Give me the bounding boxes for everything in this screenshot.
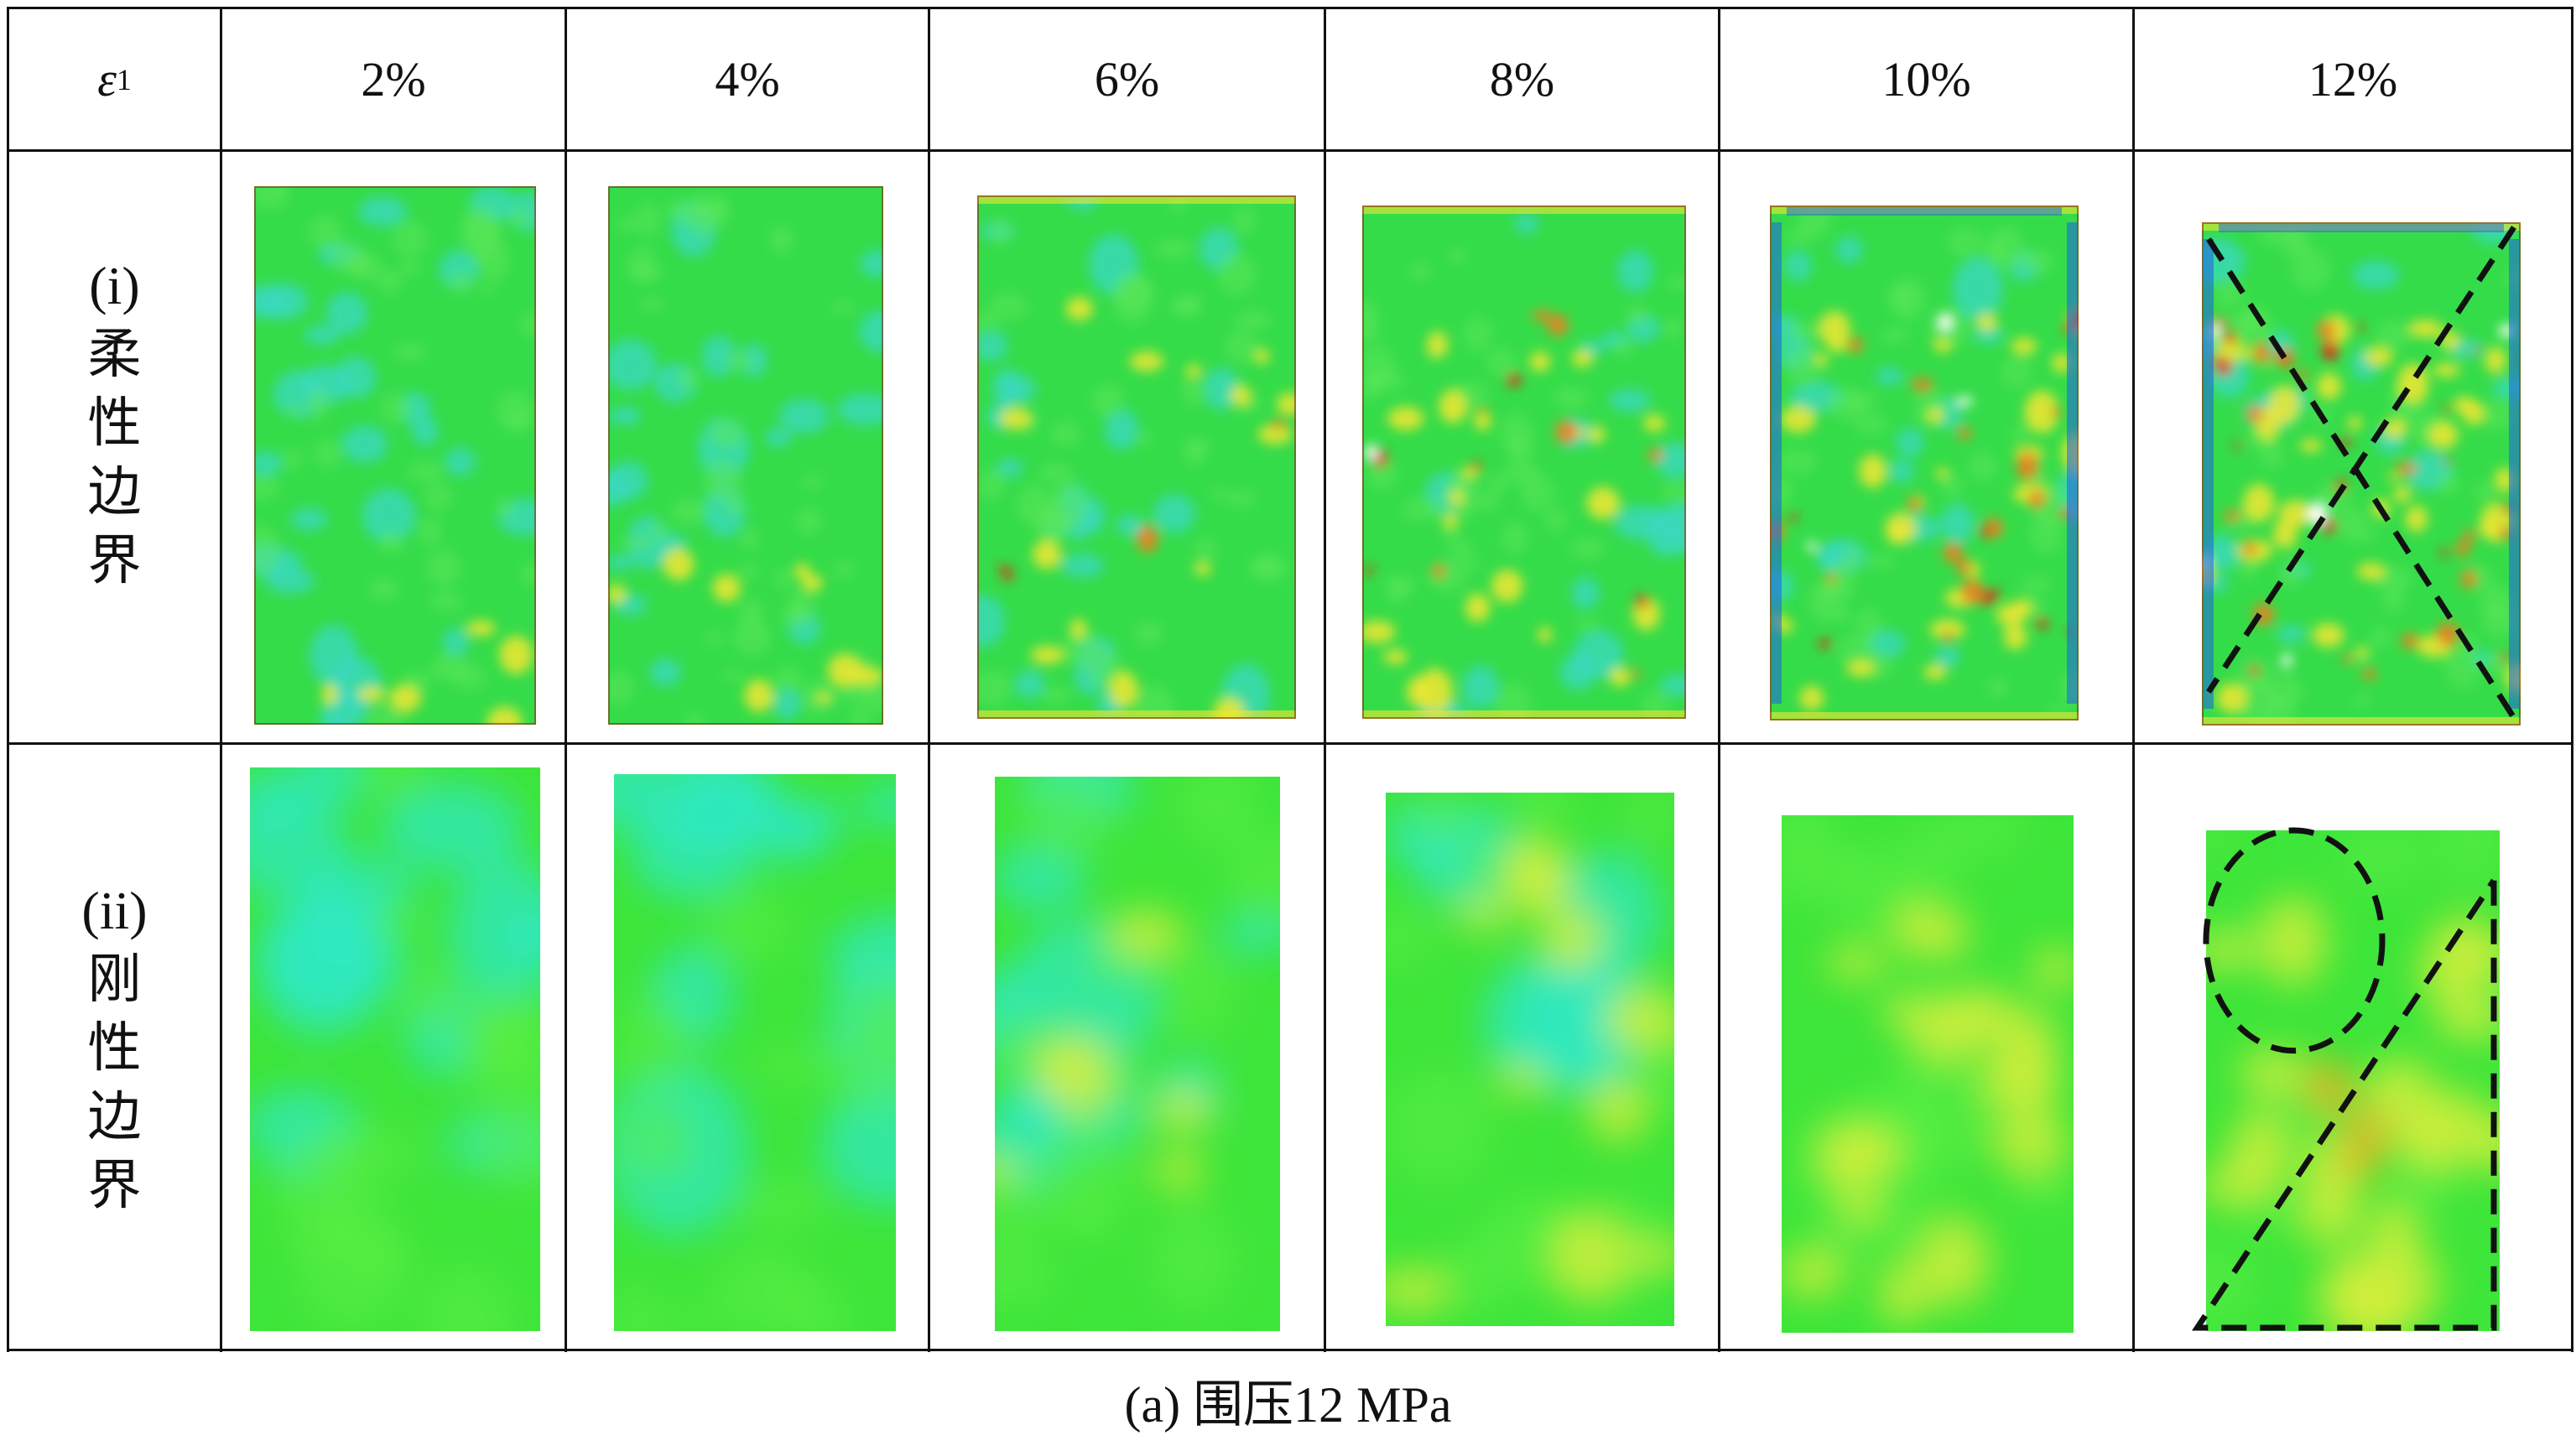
strain-header-cell: 12% xyxy=(2308,51,2398,107)
row-label-char: 性 xyxy=(87,1018,142,1078)
strain-map-svg xyxy=(1770,205,2079,720)
table-column-divider xyxy=(220,7,222,1352)
rigid-strain-map-4pct xyxy=(614,774,896,1331)
table-border-bottom xyxy=(7,1349,2573,1351)
rigid-strain-map-2pct xyxy=(250,767,540,1331)
table-border-top xyxy=(7,7,2573,9)
flexible-strain-map-8pct xyxy=(1362,205,1686,719)
strain-map-svg xyxy=(977,195,1296,719)
rigid-strain-map-6pct xyxy=(995,777,1280,1331)
table-column-divider xyxy=(928,7,930,1352)
table-header-divider xyxy=(7,149,2573,152)
strain-header-cell: 8% xyxy=(1489,51,1555,107)
strain-map-svg xyxy=(250,767,540,1331)
table-border-left xyxy=(7,7,9,1352)
rigid-strain-map-8pct xyxy=(1386,793,1674,1326)
flexible-strain-map-2pct xyxy=(254,186,536,725)
strain-map-svg xyxy=(1386,793,1674,1326)
row-label-char: 刚 xyxy=(87,949,142,1009)
row-label-flexible: (i) 柔 性 边 界 xyxy=(9,252,220,596)
row-index: (ii) xyxy=(81,881,148,940)
epsilon-subscript: 1 xyxy=(116,62,132,96)
strain-map-svg xyxy=(2191,827,2500,1331)
strain-map-svg xyxy=(254,186,536,725)
flexible-strain-map-12pct xyxy=(2202,222,2521,726)
row-label-char: 边 xyxy=(87,462,142,522)
flexible-strain-map-6pct xyxy=(977,195,1296,719)
table-column-divider xyxy=(1324,7,1326,1352)
strain-map-svg xyxy=(2202,222,2521,726)
row-label-char: 柔 xyxy=(87,325,142,384)
row-label-char: 界 xyxy=(87,1156,142,1215)
strain-map-svg xyxy=(1362,205,1686,719)
strain-header-cell: 10% xyxy=(1881,51,1971,107)
rigid-strain-map-12pct xyxy=(2191,827,2500,1331)
table-column-divider xyxy=(2132,7,2135,1352)
row-label-char: 性 xyxy=(87,393,142,453)
epsilon-symbol: ε xyxy=(97,51,117,107)
row-index: (i) xyxy=(89,256,140,315)
rigid-strain-map-10pct xyxy=(1782,815,2074,1333)
table-column-divider xyxy=(1718,7,1720,1352)
strain-header-cell: 6% xyxy=(1094,51,1160,107)
row-label-char: 边 xyxy=(87,1087,142,1147)
strain-map-svg xyxy=(614,774,896,1331)
figure-caption: (a) 围压12 MPa xyxy=(1124,1377,1452,1433)
strain-map-svg xyxy=(995,777,1280,1331)
table-column-divider xyxy=(565,7,567,1352)
strain-header-cell: 2% xyxy=(361,51,426,107)
table-row-divider xyxy=(7,742,2573,745)
strain-map-svg xyxy=(1782,815,2074,1333)
flexible-strain-map-10pct xyxy=(1770,205,2079,720)
strain-header-cell: 4% xyxy=(715,51,780,107)
row-label-char: 界 xyxy=(87,531,142,590)
table-border-right xyxy=(2571,7,2573,1352)
row-label-rigid: (ii) 刚 性 边 界 xyxy=(9,876,220,1220)
strain-map-svg xyxy=(608,186,883,725)
flexible-strain-map-4pct xyxy=(608,186,883,725)
